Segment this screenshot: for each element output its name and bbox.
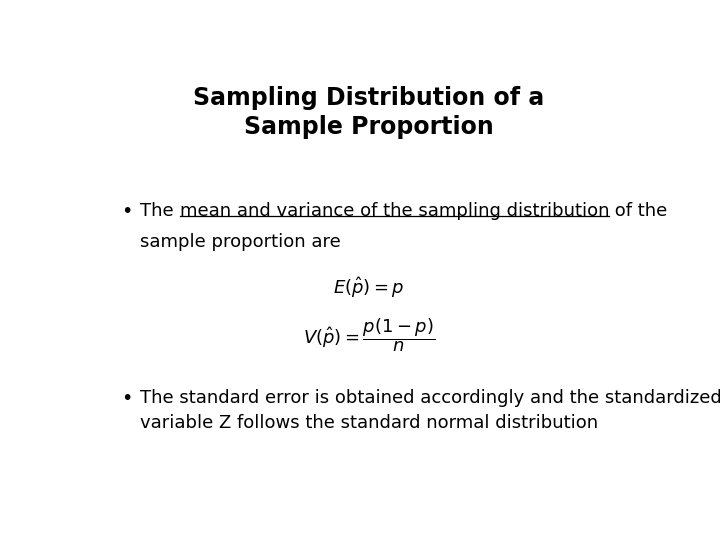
- Text: The standard error is obtained accordingly and the standardized
variable Z follo: The standard error is obtained according…: [140, 389, 720, 432]
- Text: •: •: [121, 389, 132, 408]
- Text: The: The: [140, 202, 179, 220]
- Text: $E(\hat{p})= p$: $E(\hat{p})= p$: [333, 275, 405, 300]
- Text: of the: of the: [609, 202, 667, 220]
- Text: $V(\hat{p})= \dfrac{p(1-p)}{n}$: $V(\hat{p})= \dfrac{p(1-p)}{n}$: [303, 316, 435, 354]
- Text: sample proportion are: sample proportion are: [140, 233, 341, 251]
- Text: Sampling Distribution of a
Sample Proportion: Sampling Distribution of a Sample Propor…: [194, 85, 544, 139]
- Text: •: •: [121, 202, 132, 221]
- Text: mean and variance of the sampling distribution: mean and variance of the sampling distri…: [179, 202, 609, 220]
